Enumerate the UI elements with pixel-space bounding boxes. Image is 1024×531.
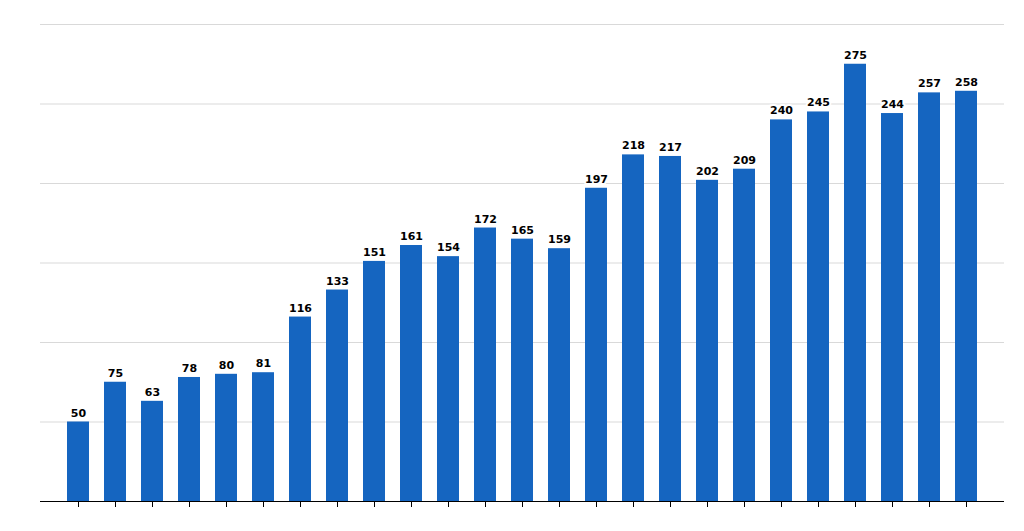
svg-text:165: 165 — [511, 224, 534, 237]
svg-text:218: 218 — [622, 139, 645, 152]
svg-text:154: 154 — [437, 241, 460, 254]
svg-text:116: 116 — [289, 302, 312, 315]
svg-text:161: 161 — [400, 230, 423, 243]
svg-text:257: 257 — [918, 77, 941, 90]
svg-text:50: 50 — [71, 407, 87, 420]
svg-text:209: 209 — [733, 154, 756, 167]
svg-text:78: 78 — [182, 362, 197, 375]
svg-text:159: 159 — [548, 233, 571, 246]
svg-text:75: 75 — [108, 367, 123, 380]
svg-text:258: 258 — [955, 76, 978, 89]
svg-text:133: 133 — [326, 275, 349, 288]
svg-text:240: 240 — [770, 104, 793, 117]
svg-text:197: 197 — [585, 173, 608, 186]
svg-text:81: 81 — [256, 357, 271, 370]
svg-text:202: 202 — [696, 165, 719, 178]
svg-text:245: 245 — [807, 96, 830, 109]
svg-text:151: 151 — [363, 246, 386, 259]
svg-text:275: 275 — [844, 49, 867, 62]
svg-text:63: 63 — [145, 386, 160, 399]
svg-text:217: 217 — [659, 141, 682, 154]
svg-text:172: 172 — [474, 213, 497, 226]
svg-text:80: 80 — [219, 359, 235, 372]
svg-text:244: 244 — [881, 98, 904, 111]
